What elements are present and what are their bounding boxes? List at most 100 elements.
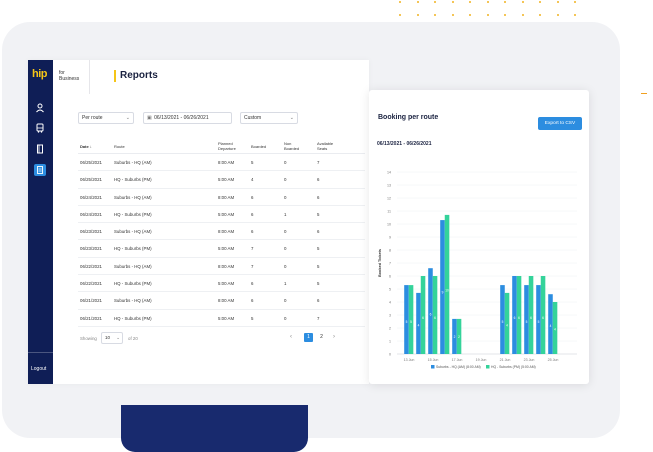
decorative-dot	[486, 14, 489, 16]
bar-data-label: 10	[445, 288, 449, 292]
next-page-icon[interactable]: ›	[333, 334, 335, 340]
y-tick-label: 4	[389, 300, 391, 304]
table-row[interactable]: 06/24/2021 HQ - Suburbs (PM) 5:00 AM 6 1 5	[78, 206, 365, 224]
cell-date: 06/23/2021	[80, 246, 102, 252]
decorative-dot	[504, 1, 506, 3]
cell-boarded: 6	[251, 194, 254, 200]
table-row[interactable]: 06/25/2021 HQ - Suburbs (PM) 5:00 AM 4 0 6	[78, 171, 365, 189]
bar	[452, 318, 457, 354]
y-axis-label: Booked Tickets	[378, 249, 382, 277]
total-count: of 20	[128, 336, 138, 341]
decorative-dot	[434, 1, 436, 3]
bar	[408, 285, 414, 354]
legend-label: HQ - Suburbs (PM) (5:00 AM)	[491, 365, 536, 369]
cell-departure: 8:00 AM	[218, 194, 235, 200]
bar-data-label: 5	[410, 320, 412, 324]
reports-icon[interactable]	[34, 164, 46, 176]
y-tick-label: 13	[387, 183, 391, 187]
chart-title: Booking per route	[378, 114, 439, 121]
bar	[428, 268, 433, 354]
cell-departure: 5:00 AM	[218, 211, 235, 217]
table-row[interactable]: 06/22/2021 Suburbs - HQ (AM) 8:00 AM 7 0 5	[78, 258, 365, 276]
cell-non-boarded: 0	[284, 160, 287, 165]
decorative-dot	[574, 1, 576, 3]
bar-data-label: 6	[542, 316, 544, 320]
cell-non-boarded: 0	[284, 263, 287, 269]
y-tick-label: 14	[387, 170, 391, 174]
cell-departure: 8:00 AM	[218, 229, 235, 235]
cell-boarded: 5	[251, 160, 254, 165]
cell-available: 7	[317, 315, 320, 321]
cell-date: 06/22/2021	[80, 263, 102, 269]
cell-non-boarded: 1	[284, 211, 287, 217]
bus-icon[interactable]	[34, 122, 46, 134]
cell-departure: 5:00 AM	[218, 177, 235, 183]
bar-data-label: 6	[434, 316, 436, 320]
date-range-input[interactable]: ▣ 06/13/2021 - 06/26/2021	[143, 112, 232, 124]
table-body: 06/25/2021 Suburbs - HQ (AM) 8:00 AM 5 0 7 06/…	[78, 154, 365, 327]
bar	[552, 302, 558, 354]
decorative-dots	[395, 0, 595, 16]
decorative-dot	[539, 1, 541, 3]
cell-boarded: 7	[251, 246, 254, 252]
logout-link[interactable]: Logout	[31, 366, 47, 372]
page-1-button[interactable]: 1	[304, 333, 313, 342]
showing-label: Showing	[80, 336, 97, 341]
period-value: Custom	[244, 115, 262, 121]
calendar-icon: ▣	[147, 115, 152, 121]
logo: hip	[32, 68, 48, 80]
table-row[interactable]: 06/23/2021 Suburbs - HQ (AM) 8:00 AM 6 0 6	[78, 223, 365, 241]
cell-route: HQ - Suburbs (PM)	[114, 246, 152, 252]
page-2-button[interactable]: 2	[320, 334, 323, 340]
bar-data-label: 4	[418, 324, 420, 328]
decorative-dot	[434, 14, 436, 16]
app-window: hip Logout for Business Reports Per rout…	[28, 60, 369, 384]
decorative-dot	[451, 1, 454, 3]
book-icon[interactable]	[34, 143, 46, 155]
table-row[interactable]: 06/24/2021 Suburbs - HQ (AM) 8:00 AM 6 0 6	[78, 189, 365, 206]
brand-sub-line-1: for	[59, 70, 65, 76]
export-csv-button[interactable]: Export to CSV	[538, 117, 582, 130]
cell-available: 6	[317, 298, 320, 304]
cell-date: 06/22/2021	[80, 281, 102, 287]
bar	[516, 276, 522, 354]
prev-page-icon[interactable]: ‹	[290, 334, 292, 340]
per-page-select[interactable]: 10 ⌄	[101, 332, 123, 344]
cell-boarded: 6	[251, 211, 254, 217]
cell-route: HQ - Suburbs (PM)	[114, 315, 152, 321]
table-row[interactable]: 06/25/2021 Suburbs - HQ (AM) 8:00 AM 5 0 7	[78, 154, 365, 172]
header-non-boarded-line-2: Boarded	[284, 146, 300, 151]
table-row[interactable]: 06/21/2021 HQ - Suburbs (PM) 5:00 AM 5 0 7	[78, 310, 365, 327]
user-icon[interactable]	[34, 102, 46, 114]
period-select[interactable]: Custom ⌄	[240, 112, 298, 124]
bar	[500, 285, 505, 354]
decorative-dot	[521, 14, 524, 16]
decorative-dot	[416, 14, 419, 16]
header-non-boarded-line-1: Non	[284, 141, 292, 146]
report-type-select[interactable]: Per route ⌄	[78, 112, 134, 124]
decorative-dot	[451, 14, 454, 16]
bar	[432, 276, 438, 354]
decorative-dot	[574, 14, 576, 16]
header-date[interactable]: Date ↓	[80, 144, 92, 149]
bar	[444, 214, 450, 354]
cell-departure: 8:00 AM	[218, 298, 235, 304]
table-row[interactable]: 06/21/2021 Suburbs - HQ (AM) 8:00 AM 6 0 6	[78, 292, 365, 310]
bar-data-label: 2	[454, 335, 456, 339]
y-tick-label: 11	[387, 209, 391, 213]
cell-departure: 5:00 AM	[218, 246, 235, 252]
cell-route: Suburbs - HQ (AM)	[114, 298, 152, 304]
table-row[interactable]: 06/23/2021 HQ - Suburbs (PM) 5:00 AM 7 0 5	[78, 240, 365, 258]
y-tick-label: 12	[387, 196, 391, 200]
decorative-dot	[504, 14, 506, 16]
header-divider	[89, 60, 90, 94]
table-row[interactable]: 06/22/2021 HQ - Suburbs (PM) 5:00 AM 6 1 5	[78, 275, 365, 293]
sidebar: hip Logout	[28, 60, 53, 384]
cell-departure: 8:00 AM	[218, 160, 235, 165]
y-tick-label: 10	[387, 222, 391, 226]
cell-route: HQ - Suburbs (PM)	[114, 281, 152, 287]
decorative-dot	[486, 1, 489, 3]
brand-sub-line-2: Business	[59, 76, 80, 82]
bar-data-label: 5	[502, 320, 504, 324]
chart-card: Booking per route Export to CSV 06/13/20…	[369, 90, 589, 384]
